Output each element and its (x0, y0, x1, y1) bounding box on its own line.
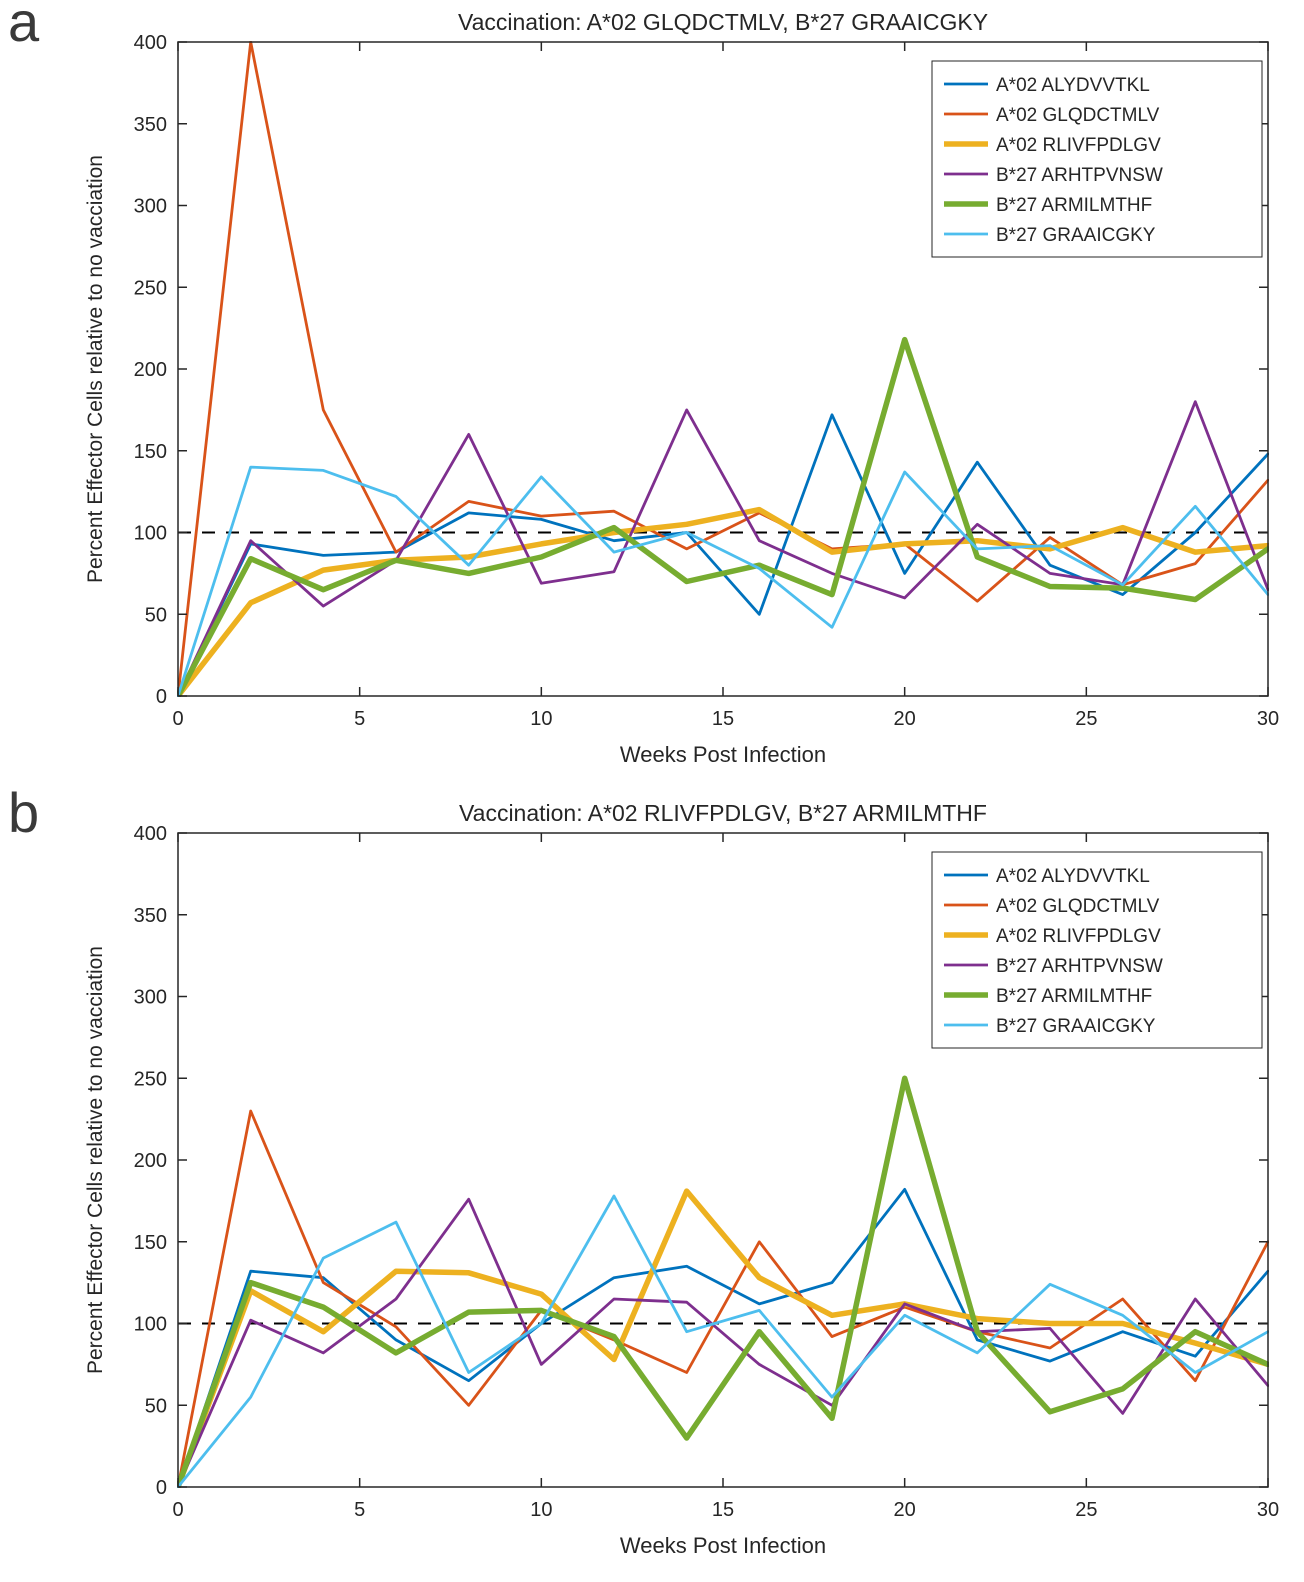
legend: A*02 ALYDVVTKL A*02 GLQDCTMLV A*02 RLIVFPD… (931, 60, 1263, 258)
chart-b-title: Vaccination: A*02 RLIVFPDLGV, B*27 ARMIL… (459, 800, 987, 826)
x-tick-label: 15 (712, 708, 734, 730)
y-tick-label: 50 (145, 1395, 167, 1417)
y-tick-label: 100 (134, 523, 167, 545)
legend-label: A*02 ALYDVVTKL (996, 75, 1150, 96)
y-tick-label: 100 (134, 1314, 167, 1336)
series-line-b-27-arhtpvnsw (177, 400, 1269, 697)
chart-a-plot-area: 0 5 10 15 20 25 30050100150200250300350400A*02… (134, 32, 1280, 730)
x-tick-label: 30 (1257, 708, 1279, 730)
legend-label: A*02 RLIVFPDLGV (996, 926, 1161, 947)
series-line-b-27-graaicgky (177, 465, 1269, 697)
y-tick-label: 0 (156, 686, 167, 708)
x-tick-label: 5 (354, 708, 365, 730)
legend-item-b-27-armilmthf: B*27 ARMILMTHF (944, 986, 1152, 1007)
legend-label: B*27 ARMILMTHF (996, 986, 1152, 1007)
series-line-a-02-alydvvtkl (177, 1187, 1269, 1488)
y-tick-label: 150 (134, 441, 167, 463)
legend-item-a-02-rlivfpdlgv: A*02 RLIVFPDLGV (944, 926, 1161, 947)
panel-a: a Vaccination: A*02 GLQDCTMLV, B*27 GRAA… (8, 0, 1280, 767)
series-line-a-02-alydvvtkl (177, 413, 1269, 697)
x-tick-label: 20 (894, 708, 916, 730)
series-line-a-02-rlivfpdlgv (177, 506, 1269, 697)
legend-item-b-27-arhtpvnsw: B*27 ARHTPVNSW (944, 165, 1163, 186)
x-tick-label: 30 (1257, 1499, 1279, 1521)
legend-item-a-02-rlivfpdlgv: A*02 RLIVFPDLGV (944, 135, 1161, 156)
y-tick-label: 350 (134, 905, 167, 927)
chart-b: Vaccination: A*02 RLIVFPDLGV, B*27 ARMIL… (84, 800, 1280, 1558)
x-tick-label: 10 (530, 708, 552, 730)
y-tick-label: 200 (134, 1150, 167, 1172)
y-tick-label: 250 (134, 1068, 167, 1090)
y-tick-label: 50 (145, 604, 167, 626)
chart-b-ylabel: Percent Effector Cells relative to no va… (84, 946, 107, 1374)
chart-a-ylabel: Percent Effector Cells relative to no va… (84, 155, 107, 583)
panel-b-label: b (8, 781, 40, 844)
y-tick-label: 300 (134, 987, 167, 1009)
x-tick-label: 20 (894, 1499, 916, 1521)
legend-label: B*27 GRAAICGKY (996, 225, 1156, 246)
chart-a-title: Vaccination: A*02 GLQDCTMLV, B*27 GRAAIC… (458, 9, 988, 35)
legend-box (931, 851, 1263, 1049)
series-line-b-27-armilmthf (177, 336, 1269, 697)
legend-item-b-27-arhtpvnsw: B*27 ARHTPVNSW (944, 956, 1163, 977)
legend-label: B*27 ARMILMTHF (996, 195, 1152, 216)
legend-label: B*27 ARHTPVNSW (996, 165, 1163, 186)
legend-label: A*02 RLIVFPDLGV (996, 135, 1161, 156)
y-tick-label: 400 (134, 823, 167, 845)
series-line-a-02-rlivfpdlgv (177, 1188, 1269, 1488)
y-tick-label: 200 (134, 359, 167, 381)
legend-label: A*02 GLQDCTMLV (996, 105, 1160, 126)
x-tick-label: 25 (1075, 708, 1097, 730)
x-tick-label: 5 (354, 1499, 365, 1521)
panel-b: b Vaccination: A*02 RLIVFPDLGV, B*27 ARM… (0, 785, 1304, 1582)
chart-a: Vaccination: A*02 GLQDCTMLV, B*27 GRAAIC… (84, 9, 1280, 767)
legend-label: A*02 GLQDCTMLV (996, 896, 1160, 917)
x-tick-label: 25 (1075, 1499, 1097, 1521)
legend-label: B*27 GRAAICGKY (996, 1016, 1156, 1037)
y-tick-label: 350 (134, 114, 167, 136)
legend-box (931, 60, 1263, 258)
series-line-b-27-arhtpvnsw (177, 1197, 1269, 1488)
x-tick-label: 15 (712, 1499, 734, 1521)
legend-item-a-02-glqdctmlv: A*02 GLQDCTMLV (944, 896, 1160, 917)
legend-item-b-27-graaicgky: B*27 GRAAICGKY (944, 1016, 1156, 1037)
chart-b-xlabel: Weeks Post Infection (620, 1533, 826, 1558)
legend-item-b-27-graaicgky: B*27 GRAAICGKY (944, 225, 1156, 246)
legend-label: A*02 ALYDVVTKL (996, 866, 1150, 887)
y-tick-label: 250 (134, 277, 167, 299)
legend-item-b-27-armilmthf: B*27 ARMILMTHF (944, 195, 1152, 216)
legend-label: B*27 ARHTPVNSW (996, 956, 1163, 977)
y-tick-label: 150 (134, 1232, 167, 1254)
y-tick-label: 400 (134, 32, 167, 54)
series-line-a-02-glqdctmlv (177, 41, 1269, 697)
y-tick-label: 300 (134, 196, 167, 218)
x-tick-label: 0 (172, 1499, 183, 1521)
panel-a-label: a (8, 0, 40, 53)
y-tick-label: 0 (156, 1477, 167, 1499)
x-tick-label: 10 (530, 1499, 552, 1521)
series-line-b-27-armilmthf (177, 1075, 1269, 1488)
chart-a-xlabel: Weeks Post Infection (620, 742, 826, 767)
legend-item-a-02-alydvvtkl: A*02 ALYDVVTKL (944, 75, 1150, 96)
legend-item-a-02-alydvvtkl: A*02 ALYDVVTKL (944, 866, 1150, 887)
series-line-a-02-glqdctmlv (177, 1109, 1269, 1488)
legend: A*02 ALYDVVTKL A*02 GLQDCTMLV A*02 RLIVFPD… (931, 851, 1263, 1049)
chart-b-plot-area: 0 5 10 15 20 25 30050100150200250300350400A*02… (134, 823, 1280, 1521)
series-line-b-27-graaicgky (177, 1194, 1269, 1488)
x-tick-label: 0 (172, 708, 183, 730)
legend-item-a-02-glqdctmlv: A*02 GLQDCTMLV (944, 105, 1160, 126)
